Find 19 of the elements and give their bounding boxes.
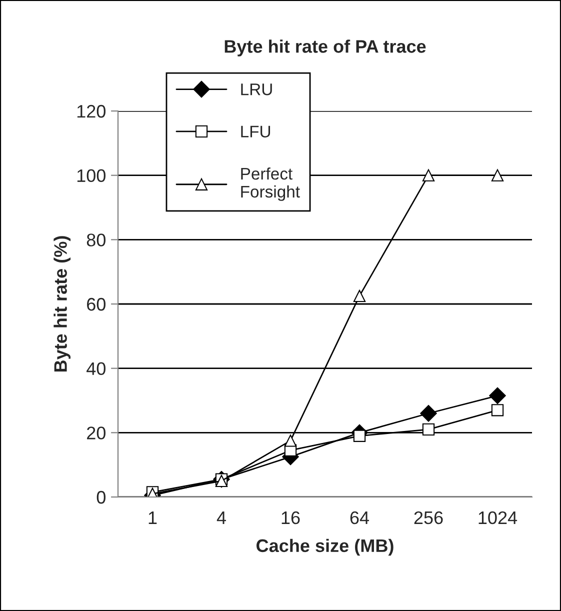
x-axis-title: Cache size (MB) [256,538,394,556]
x-tick-label: 16 [282,511,300,524]
y-tick-label: 120 [77,104,106,118]
x-tick-label: 256 [414,511,443,524]
y-tick-label: 40 [86,362,106,376]
y-tick-label: 60 [87,298,106,311]
y-tick-label: 0 [96,490,106,504]
y-tick-label: 20 [87,426,106,440]
legend-label: LRU [241,84,272,96]
y-tick-label: 80 [86,234,106,246]
x-tick-label: 1024 [478,511,518,524]
x-tick-label: 1 [148,512,157,524]
legend-label: Perfect Forsight [241,167,300,201]
y-axis-title: Byte hit rate (%) [54,236,71,372]
legend-label: LFU [241,126,270,138]
x-tick-label: 64 [350,511,370,524]
chart-title: Byte hit rate of PA trace [224,40,426,56]
x-tick-label: 4 [216,512,226,524]
y-tick-label: 100 [77,169,106,182]
